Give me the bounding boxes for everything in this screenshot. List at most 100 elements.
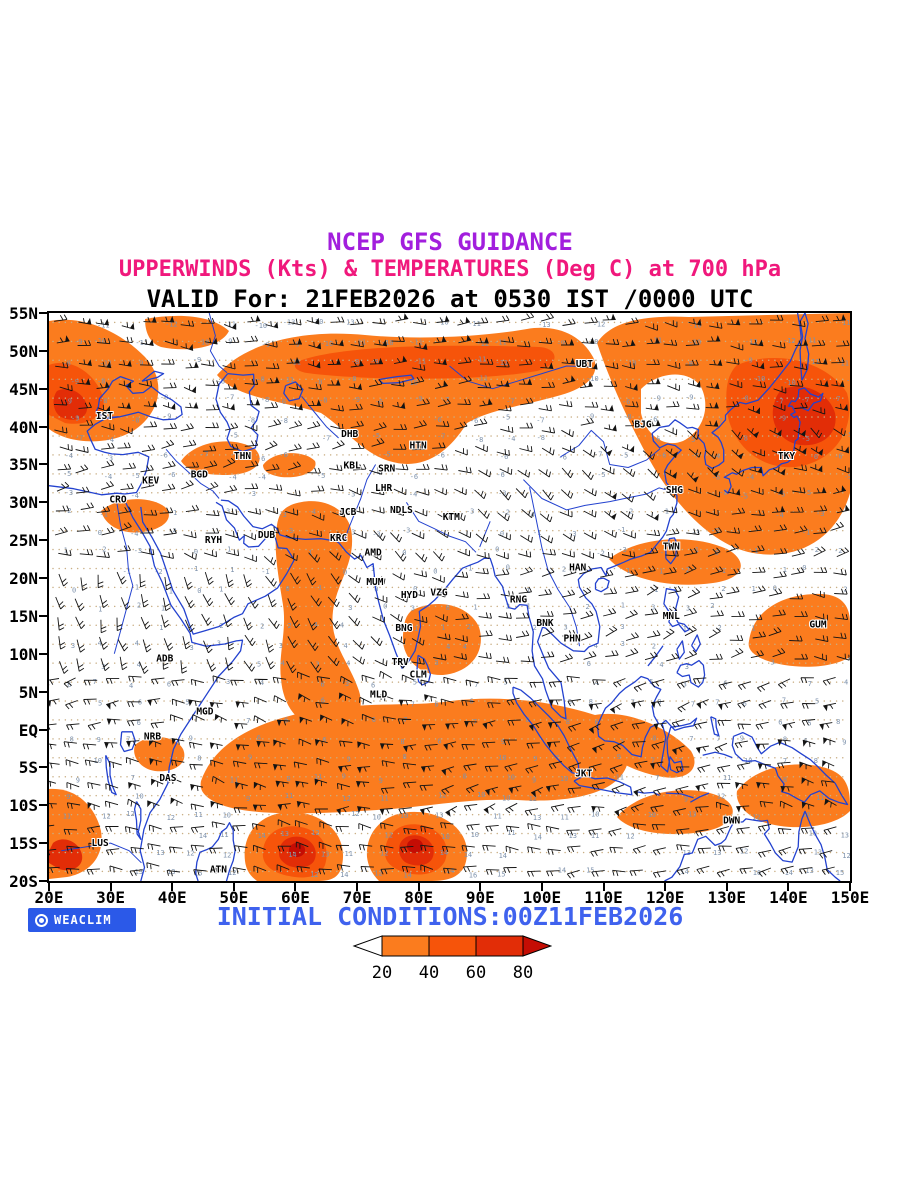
temperature-value: -11 — [353, 339, 366, 347]
temperature-value: 16 — [753, 869, 761, 877]
temperature-value: -4 — [308, 508, 316, 516]
lat-tick-label: 20S — [9, 872, 38, 891]
temperature-value: -3 — [285, 527, 293, 535]
temperature-value: 7 — [631, 699, 635, 707]
temperature-value: -8 — [131, 416, 139, 424]
temperature-value: 3 — [279, 642, 283, 650]
lat-tick-label: 30N — [9, 493, 38, 513]
wind-barb-flags — [49, 313, 850, 817]
lat-tick-mark — [39, 728, 47, 731]
coastline — [635, 790, 660, 796]
temperature-value: -7 — [801, 396, 809, 404]
temperature-value: 12 — [223, 851, 231, 859]
temperature-value: -11 — [288, 359, 301, 367]
temperature-value: 13 — [533, 814, 541, 822]
coastline — [676, 659, 706, 688]
temperature-value: 10 — [223, 811, 231, 819]
temperature-value: -3 — [466, 507, 474, 515]
temperature-value: -10 — [405, 379, 418, 387]
temperature-value: -9 — [744, 356, 752, 364]
temperature-value: 5 — [568, 698, 572, 706]
temperature-value: 11 — [723, 774, 731, 782]
temperature-value: -5 — [131, 472, 139, 480]
legend-segment — [381, 935, 430, 957]
temperature-value: 2 — [718, 624, 722, 632]
temperature-value: -1 — [100, 511, 108, 519]
temperature-value: 3 — [348, 604, 352, 612]
station-label-lus: LUS — [92, 838, 109, 849]
temperature-value: -8 — [261, 396, 269, 404]
lat-tick-mark — [39, 652, 47, 655]
lon-tick-mark — [787, 883, 790, 891]
temperature-value: -3 — [618, 546, 626, 554]
temperature-value: 0 — [98, 529, 102, 537]
temperature-value: 11 — [63, 813, 71, 821]
legend-segment — [428, 935, 477, 957]
temperature-value: -8 — [475, 436, 483, 444]
temperature-value: 13 — [135, 868, 143, 876]
temperature-value: 11 — [507, 829, 515, 837]
temperature-value: -3 — [711, 527, 719, 535]
temperature-shading-region — [294, 345, 555, 379]
temperature-value: 11 — [616, 774, 624, 782]
temperature-value: -10 — [436, 318, 449, 326]
temperature-value: -9 — [352, 396, 360, 404]
coastline — [799, 313, 810, 381]
temperature-value: 8 — [70, 736, 74, 744]
temperature-value: 9 — [532, 776, 536, 784]
lon-tick-mark — [540, 883, 543, 891]
temperature-value: -10 — [689, 322, 702, 330]
temperature-value: 13 — [321, 851, 329, 859]
temperature-value: 12 — [842, 852, 850, 860]
temperature-value: 9 — [617, 753, 621, 761]
temperature-value: 4 — [314, 621, 318, 629]
temperature-value: 12 — [310, 871, 318, 879]
temperature-value: -8 — [846, 377, 850, 385]
temperature-value: 6 — [322, 736, 326, 744]
temperature-value: 7 — [411, 701, 415, 709]
temperature-value: -1 — [802, 529, 810, 537]
temperature-value: -6 — [167, 471, 175, 479]
temperature-value: -10 — [255, 322, 268, 330]
temperature-value: -9 — [557, 339, 565, 347]
temperature-value: -1 — [617, 526, 625, 534]
temperature-value: -6 — [470, 417, 478, 425]
lon-tick-mark — [479, 883, 482, 891]
temperature-value: 10 — [560, 775, 568, 783]
temperature-value: 13 — [688, 810, 696, 818]
temperature-value: -1 — [261, 568, 269, 576]
temperature-value: -8 — [685, 360, 693, 368]
lat-tick-label: EQ — [18, 720, 38, 740]
temperature-value: 1 — [219, 586, 223, 594]
temperature-value: 2 — [137, 602, 141, 610]
coastline — [596, 675, 662, 758]
temperature-value: -5 — [317, 472, 325, 480]
temperature-value: 13 — [435, 812, 443, 820]
temperature-value: -4 — [340, 507, 348, 515]
river-line — [529, 487, 580, 647]
temperature-value: -5 — [620, 451, 628, 459]
temperature-value: 14 — [258, 832, 266, 840]
legend-arrow-left — [352, 935, 383, 957]
temperature-value: 3 — [226, 678, 230, 686]
lat-tick-mark — [39, 614, 47, 617]
temperature-value: -4 — [258, 474, 266, 482]
station-label-mum: MUM — [366, 577, 383, 588]
temperature-value: 1 — [626, 567, 630, 575]
temperature-value: -6 — [433, 416, 441, 424]
temperature-value: 1 — [621, 602, 625, 610]
temperature-value: 0 — [413, 585, 417, 593]
temperature-value: -11 — [468, 320, 481, 328]
initial-conditions-text: INITIAL CONDITIONS:00Z11FEB2026 — [216, 902, 684, 931]
temperature-value: 2 — [219, 622, 223, 630]
coastline — [125, 502, 244, 881]
lat-tick-label: 50N — [9, 341, 38, 361]
station-label-das: DAS — [159, 773, 176, 784]
station-label-adb: ADB — [156, 653, 173, 664]
temperature-value: 1 — [169, 588, 173, 596]
temperature-value: 12 — [102, 813, 110, 821]
coastline — [95, 375, 183, 421]
lon-tick-mark — [664, 883, 667, 891]
temperature-value: 9 — [842, 738, 846, 746]
station-label-tky: TKY — [778, 451, 795, 462]
